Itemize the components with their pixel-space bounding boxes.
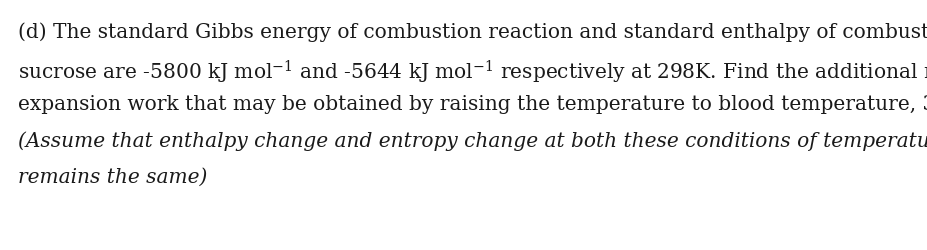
Text: sucrose are -5800 kJ mol$\mathregular{^{-1}}$ and -5644 kJ mol$\mathregular{^{-1: sucrose are -5800 kJ mol$\mathregular{^{… [18, 58, 927, 85]
Text: (d) The standard Gibbs energy of combustion reaction and standard enthalpy of co: (d) The standard Gibbs energy of combust… [18, 22, 927, 42]
Text: expansion work that may be obtained by raising the temperature to blood temperat: expansion work that may be obtained by r… [18, 94, 927, 114]
Text: remains the same): remains the same) [18, 167, 208, 186]
Text: (Assume that enthalpy change and entropy change at both these conditions of temp: (Assume that enthalpy change and entropy… [18, 131, 927, 150]
